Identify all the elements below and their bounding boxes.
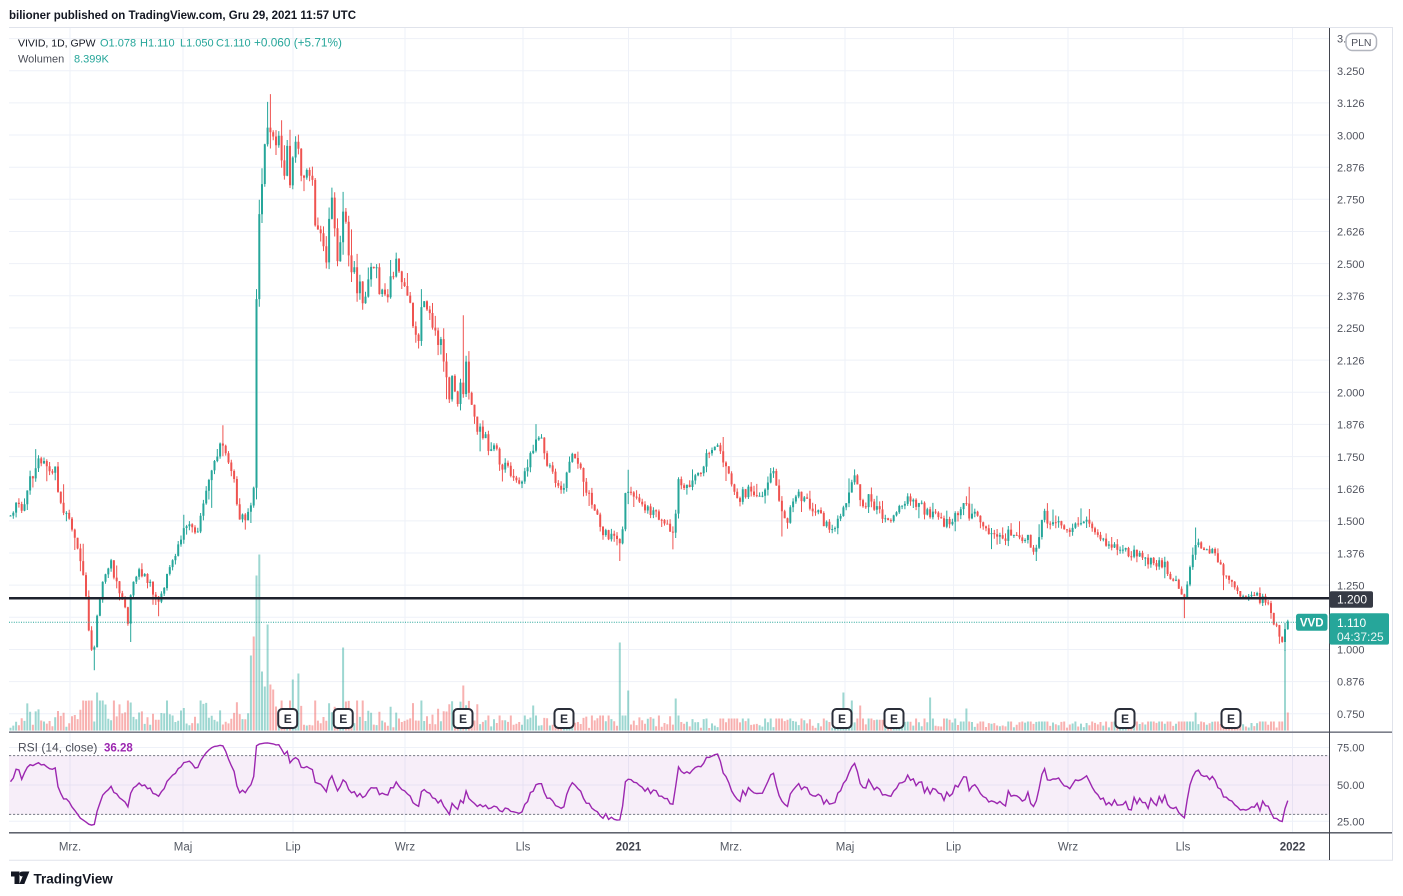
svg-text:2021: 2021 (616, 842, 642, 854)
svg-text:8.399K: 8.399K (74, 54, 110, 66)
svg-text:TradingView: TradingView (34, 872, 114, 887)
svg-text:1.110: 1.110 (1337, 616, 1366, 630)
svg-text:50.00: 50.00 (1337, 780, 1365, 792)
svg-text:36.28: 36.28 (104, 743, 133, 755)
svg-text:VIVID, 1D, GPW: VIVID, 1D, GPW (18, 38, 96, 50)
svg-text:3.250: 3.250 (1337, 66, 1365, 78)
svg-text:2.500: 2.500 (1337, 259, 1365, 271)
svg-text:O1.078: O1.078 (100, 38, 136, 50)
svg-text:Wrz: Wrz (395, 842, 415, 854)
svg-text:+0.060 (+5.71%): +0.060 (+5.71%) (254, 36, 342, 50)
svg-text:Lip: Lip (285, 842, 300, 854)
svg-text:1.626: 1.626 (1337, 484, 1365, 496)
svg-text:2022: 2022 (1280, 842, 1306, 854)
svg-text:1.750: 1.750 (1337, 452, 1365, 464)
svg-text:bilioner published on TradingV: bilioner published on TradingView.com, G… (9, 10, 356, 22)
svg-text:Maj: Maj (836, 842, 855, 854)
svg-text:Lls: Lls (516, 842, 531, 854)
svg-text:Wrz: Wrz (1058, 842, 1078, 854)
svg-text:2.250: 2.250 (1337, 323, 1365, 335)
svg-text:1.376: 1.376 (1337, 548, 1365, 560)
svg-text:3.126: 3.126 (1337, 98, 1365, 110)
svg-text:1.876: 1.876 (1337, 420, 1365, 432)
svg-text:1.250: 1.250 (1337, 581, 1365, 593)
svg-text:RSI (14, close): RSI (14, close) (18, 741, 97, 755)
svg-text:1.000: 1.000 (1337, 645, 1365, 657)
svg-text:E: E (284, 712, 292, 726)
svg-text:2.000: 2.000 (1337, 388, 1365, 400)
svg-text:E: E (838, 712, 846, 726)
svg-text:2.750: 2.750 (1337, 195, 1365, 207)
svg-text:VVD: VVD (1300, 618, 1324, 630)
svg-text:E: E (1121, 712, 1129, 726)
svg-text:E: E (890, 712, 898, 726)
svg-text:E: E (459, 712, 467, 726)
svg-text:Mrz.: Mrz. (59, 842, 81, 854)
svg-text:Lls: Lls (1176, 842, 1191, 854)
svg-text:C1.110: C1.110 (216, 38, 251, 50)
svg-text:25.00: 25.00 (1337, 816, 1365, 828)
svg-text:0.876: 0.876 (1337, 677, 1365, 689)
svg-text:2.876: 2.876 (1337, 162, 1365, 174)
svg-text:Lip: Lip (946, 842, 961, 854)
svg-text:H1.110: H1.110 (140, 38, 175, 50)
svg-text:0.750: 0.750 (1337, 709, 1365, 721)
svg-text:2.126: 2.126 (1337, 355, 1365, 367)
svg-text:Wolumen: Wolumen (18, 54, 64, 66)
svg-text:Mrz.: Mrz. (720, 842, 742, 854)
svg-text:E: E (560, 712, 568, 726)
svg-text:1.200: 1.200 (1337, 593, 1367, 607)
svg-text:E: E (339, 712, 347, 726)
svg-text:3.000: 3.000 (1337, 130, 1365, 142)
svg-text:Maj: Maj (174, 842, 193, 854)
svg-text:2.376: 2.376 (1337, 291, 1365, 303)
svg-text:04:37:25: 04:37:25 (1337, 630, 1384, 644)
svg-text:75.00: 75.00 (1337, 743, 1365, 755)
svg-text:2.626: 2.626 (1337, 227, 1365, 239)
svg-text:1.500: 1.500 (1337, 516, 1365, 528)
svg-text:E: E (1227, 712, 1235, 726)
svg-text:L1.050: L1.050 (180, 38, 214, 50)
svg-text:PLN: PLN (1351, 37, 1371, 49)
